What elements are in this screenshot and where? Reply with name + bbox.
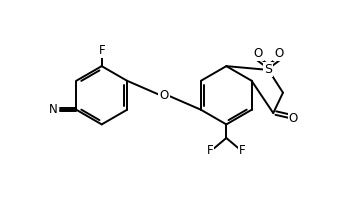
Text: O: O	[159, 89, 169, 102]
Text: N: N	[49, 103, 58, 116]
Text: F: F	[207, 144, 214, 157]
Text: O: O	[289, 112, 298, 125]
Text: S: S	[264, 63, 272, 76]
Text: F: F	[98, 44, 105, 57]
Text: F: F	[239, 144, 246, 157]
Text: O: O	[253, 47, 263, 60]
Text: O: O	[274, 47, 283, 60]
